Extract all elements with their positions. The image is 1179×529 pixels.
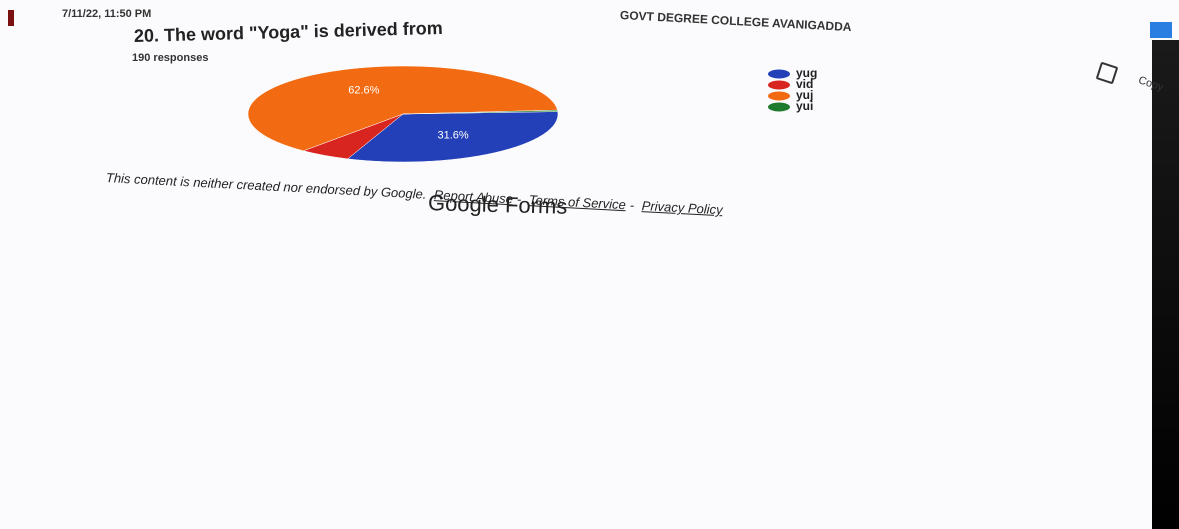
windows-logo bbox=[1150, 22, 1172, 38]
pie-slice bbox=[247, 65, 558, 152]
legend-label: yui bbox=[796, 99, 813, 113]
value-label: 31.6% bbox=[437, 129, 468, 141]
pie-slice bbox=[347, 111, 559, 163]
value-label: 62.6% bbox=[348, 84, 379, 96]
legend-marker bbox=[768, 102, 790, 112]
legend-marker bbox=[768, 91, 790, 101]
legend-marker bbox=[768, 80, 790, 90]
timestamp: 7/11/22, 11:50 PM bbox=[62, 8, 152, 20]
legend-marker bbox=[768, 69, 790, 79]
legend-label: yuj bbox=[796, 88, 813, 102]
pie-slice bbox=[402, 109, 559, 115]
chart-subtitle: 190 responses bbox=[132, 52, 209, 64]
flag bbox=[8, 10, 14, 26]
device-edge bbox=[1152, 40, 1179, 529]
legend-label: vid bbox=[796, 77, 813, 91]
legend-label: yug bbox=[796, 66, 817, 80]
